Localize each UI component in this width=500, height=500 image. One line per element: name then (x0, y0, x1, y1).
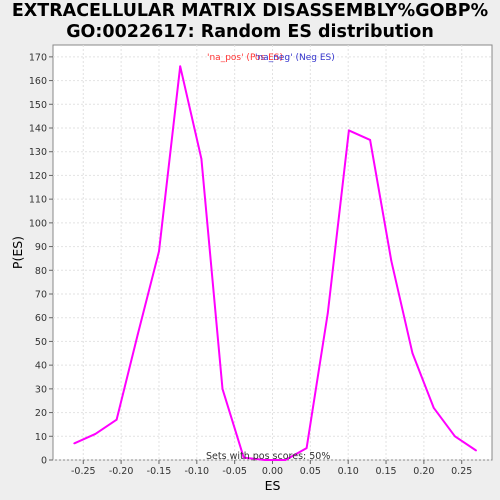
series-line-neg (243, 129, 477, 461)
y-tick-label: 130 (29, 147, 47, 158)
data-point (305, 447, 308, 450)
data-point (475, 449, 478, 452)
legend-entry-pos: 'na_pos' (Pos ES) (207, 53, 283, 63)
y-tick-label: 40 (35, 361, 47, 372)
x-tick-label: 0.00 (262, 466, 283, 477)
y-axis-label: P(ES) (10, 236, 25, 269)
data-point (200, 157, 203, 160)
grid (53, 45, 492, 461)
legend-entry-neg: 'na_neg' (Neg ES) (255, 53, 335, 63)
data-point (284, 459, 287, 461)
data-point (94, 433, 97, 435)
y-tick-label: 30 (35, 384, 47, 395)
x-tick-label: 0.05 (300, 466, 321, 477)
y-tick-label: 60 (35, 313, 47, 324)
y-tick-label: 0 (41, 456, 47, 467)
y-tick-label: 100 (29, 218, 47, 229)
chart-title: EXTRACELLULAR MATRIX DISASSEMBLY%GOBP% G… (0, 1, 500, 42)
data-point (264, 459, 266, 461)
chart-title-line-2: GO:0022617: Random ES distribution (66, 21, 434, 42)
x-tick-label: -0.20 (109, 466, 134, 477)
data-point (242, 456, 245, 459)
data-point (158, 250, 160, 253)
x-tick-label: 0.25 (451, 466, 472, 477)
x-tick-label: -0.25 (71, 466, 96, 477)
y-tick-label: 110 (29, 195, 47, 206)
data-point (115, 418, 118, 421)
x-tick-label: -0.10 (185, 466, 210, 477)
chart-title-line-1: EXTRACELLULAR MATRIX DISASSEMBLY%GOBP% (11, 1, 489, 21)
data-point (411, 352, 414, 355)
annotation: Sets with pos scores: 50% (206, 451, 330, 462)
x-tick-label: 0.15 (375, 466, 396, 477)
x-axis-label: ES (265, 478, 281, 493)
y-tick-label: 50 (35, 337, 47, 348)
data-point (73, 442, 76, 445)
y-tick-label: 160 (29, 76, 47, 87)
data-point (221, 387, 224, 390)
x-tick-label: -0.05 (222, 466, 247, 477)
x-tick-label: -0.15 (147, 466, 172, 477)
data-point (369, 138, 372, 141)
y-tick-label: 70 (35, 290, 47, 301)
y-tick-label: 80 (35, 266, 47, 277)
y-tick-label: 140 (29, 124, 47, 135)
data-point (326, 312, 329, 314)
y-tick-label: 90 (35, 242, 47, 253)
y-tick-label: 120 (29, 171, 47, 182)
series-lines (73, 65, 478, 461)
data-point (348, 129, 350, 132)
data-point (454, 435, 456, 438)
data-point (432, 406, 435, 409)
x-tick-label: 0.10 (338, 466, 359, 477)
y-tick-label: 170 (29, 52, 47, 63)
y-tick-label: 150 (29, 100, 47, 111)
data-point (136, 333, 139, 336)
y-tick-label: 20 (35, 408, 47, 419)
axes: 0 10 20 30 40 50 60 70 80 90 100 110 120 130 140 150 160… (29, 52, 472, 477)
x-tick-label: 0.20 (413, 466, 434, 477)
y-tick-label: 10 (35, 432, 47, 443)
data-point (179, 65, 182, 68)
data-point (390, 259, 393, 262)
